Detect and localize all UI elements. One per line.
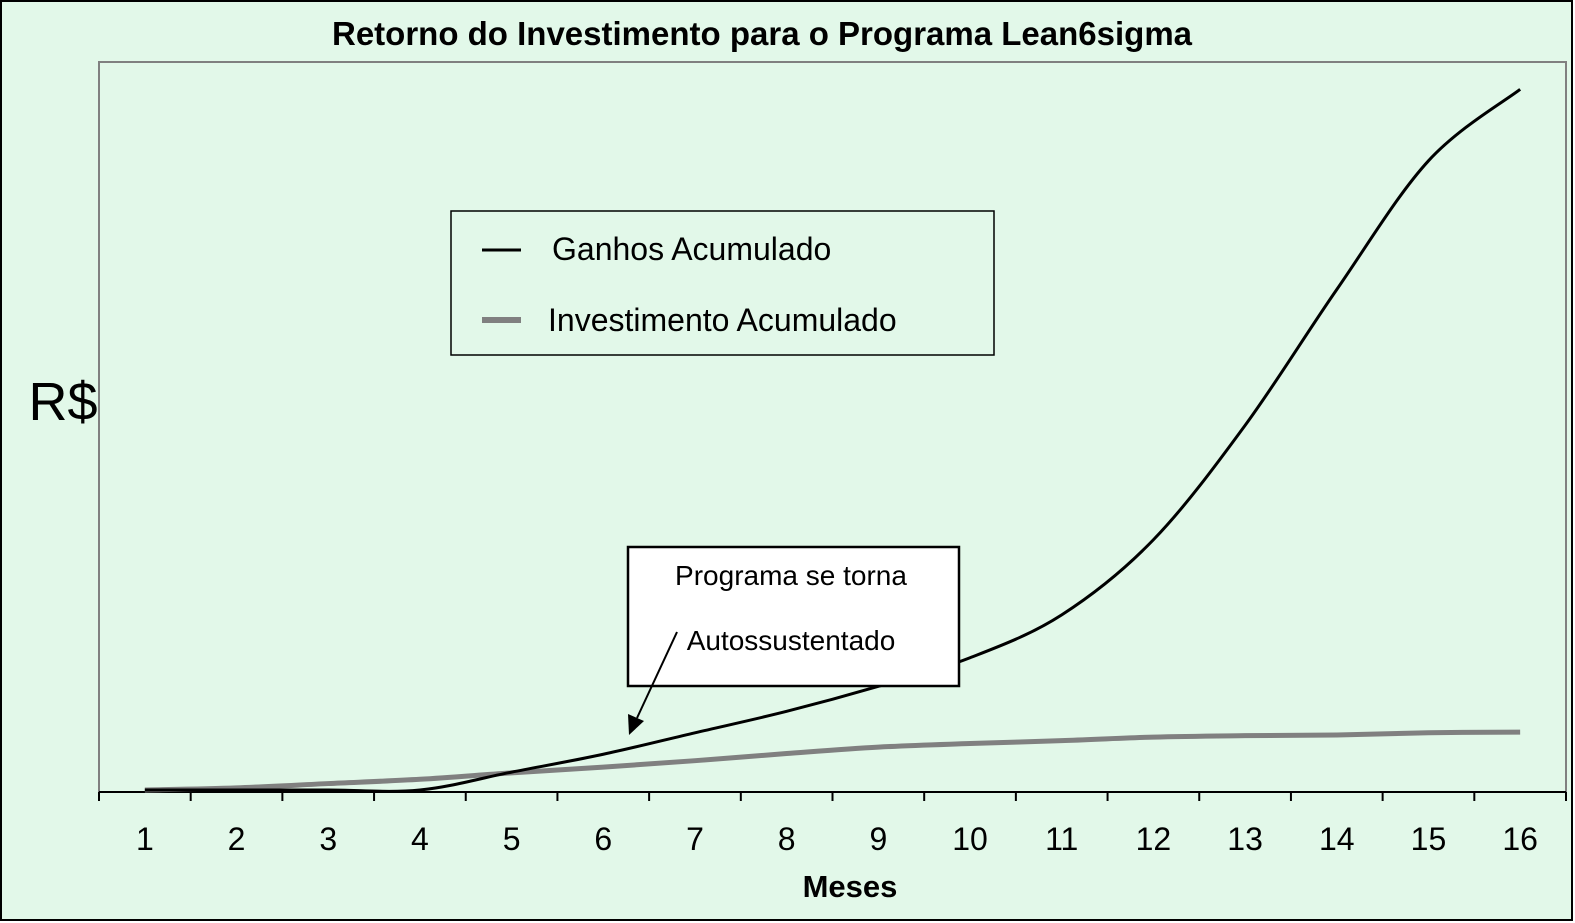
- annotation-line-1: Programa se torna: [675, 560, 907, 591]
- x-tick-label: 12: [1136, 821, 1172, 857]
- x-axis-label: Meses: [803, 869, 898, 904]
- annotation-arrowhead: [628, 714, 644, 735]
- x-tick-label: 16: [1502, 821, 1538, 857]
- x-tick-label: 3: [319, 821, 337, 857]
- x-tick-label: 15: [1411, 821, 1447, 857]
- x-axis-ticks: [98, 792, 1567, 801]
- x-tick-label: 14: [1319, 821, 1355, 857]
- annotation-box: [626, 545, 961, 688]
- x-tick-label: 8: [778, 821, 796, 857]
- y-axis-label: R$: [28, 372, 97, 432]
- legend-box: [450, 210, 995, 356]
- x-tick-label: 2: [228, 821, 246, 857]
- annotation-callout: Programa se torna Autossustentado: [626, 545, 961, 735]
- x-tick-label: 7: [686, 821, 704, 857]
- x-tick-label: 5: [503, 821, 521, 857]
- x-tick-label: 4: [411, 821, 429, 857]
- x-axis-tick-labels: 1 2 3 4 5 6 7 8 9 10 11 12 13 14 15 16: [136, 821, 1538, 857]
- series-line-investimento-acumulado: [144, 729, 1521, 793]
- annotation-line-2: Autossustentado: [687, 625, 896, 656]
- x-tick-label: 11: [1045, 821, 1078, 857]
- legend: Ganhos Acumulado Investimento Acumulado: [450, 210, 995, 356]
- x-tick-label: 9: [869, 821, 887, 857]
- x-tick-label: 1: [136, 821, 154, 857]
- x-tick-label: 10: [952, 821, 988, 857]
- legend-label-ganhos: Ganhos Acumulado: [552, 231, 831, 267]
- legend-label-investimento: Investimento Acumulado: [548, 302, 897, 338]
- annotation-arrow-line: [636, 631, 678, 719]
- chart-title: Retorno do Investimento para o Programa …: [332, 15, 1193, 52]
- x-tick-label: 13: [1227, 821, 1263, 857]
- x-tick-label: 6: [594, 821, 612, 857]
